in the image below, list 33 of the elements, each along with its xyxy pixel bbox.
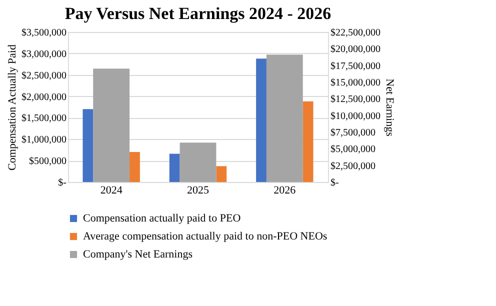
y2-tick-label: $22,500,000	[330, 28, 380, 38]
y2-tick-label: $10,000,000	[330, 110, 380, 122]
y2-tick-label: $17,500,000	[330, 60, 380, 72]
bar	[169, 154, 180, 182]
y-tick-label: $2,500,000	[22, 70, 66, 82]
bar	[256, 58, 266, 182]
y-tick-label: $500,000	[29, 156, 66, 168]
x-tick-label: 2026	[274, 184, 296, 196]
chart-title: Pay Versus Net Earnings 2024 - 2026	[64, 4, 332, 23]
bar	[130, 152, 140, 182]
y-tick-label: $1,500,000	[22, 113, 66, 124]
x-tick-label: 2025	[187, 184, 210, 196]
legend-label: Compensation actually paid to PEO	[83, 212, 241, 224]
bar	[82, 109, 94, 182]
y2-tick-label: $20,000,000	[330, 44, 380, 56]
x-tick-label: 2024	[100, 184, 123, 196]
y-tick-label: $-	[58, 178, 66, 188]
bar	[216, 166, 227, 182]
y2-tick-label: $-	[330, 178, 339, 188]
y2-tick-label: $12,500,000	[330, 94, 380, 106]
y2-tick-label: $7,500,000	[330, 128, 376, 138]
bar	[302, 101, 314, 182]
y-tick-label: $3,500,000	[22, 28, 66, 38]
y2-tick-label: $2,500,000	[330, 160, 376, 172]
y-tick-label: $2,000,000	[22, 92, 66, 103]
y2-tick-label: $15,000,000	[330, 78, 380, 88]
y-axis-title: Compensation Actually Paid	[6, 44, 18, 170]
legend-label: Company's Net Earnings	[83, 248, 193, 260]
y-tick-label: $3,000,000	[22, 48, 66, 60]
y-tick-label: $1,000,000	[22, 134, 66, 146]
y2-axis-title: Net Earnings	[384, 78, 396, 136]
legend-label: Average compensation actually paid to non-PEO NEOs	[83, 230, 328, 242]
y2-tick-label: $5,000,000	[330, 144, 376, 156]
